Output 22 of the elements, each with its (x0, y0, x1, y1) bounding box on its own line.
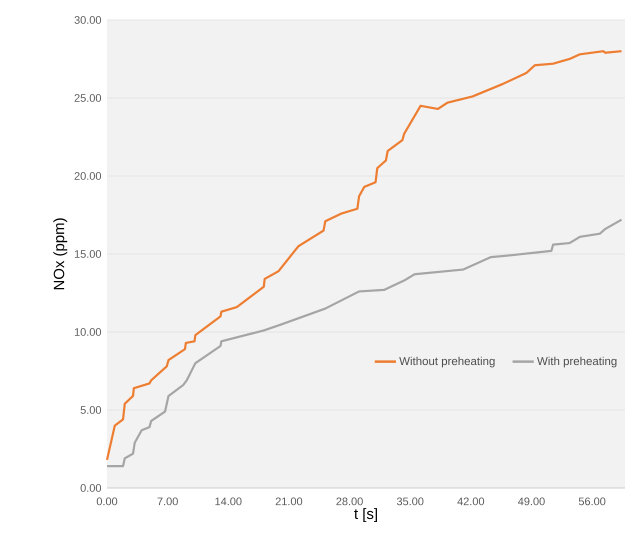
x-tick-label: 7.00 (158, 498, 178, 506)
x-tick-label: 49.00 (518, 498, 545, 506)
y-axis-title: NOx (ppm) (53, 218, 68, 290)
x-tick-label: 0.00 (96, 498, 118, 506)
y-tick-label: 30.00 (74, 16, 102, 24)
y-tick-label: 15.00 (74, 250, 102, 258)
x-tick-label: 42.00 (457, 498, 484, 506)
x-tick-label: 35.00 (396, 498, 424, 506)
x-axis-title: t [s] (354, 508, 377, 522)
x-tick-label: 28.00 (336, 498, 363, 506)
line-series (106, 218, 623, 468)
x-tick-label: 14.00 (215, 498, 242, 506)
x-tick-label: 56.00 (578, 498, 606, 506)
x-tick-label: 21.00 (276, 498, 302, 506)
legend-label: Without preheating (399, 356, 495, 368)
legend-label: With preheating (537, 356, 616, 368)
y-tick-label: 25.00 (74, 94, 102, 102)
y-tick-label: 0.00 (80, 484, 102, 492)
y-tick-label: 10.00 (74, 328, 102, 336)
y-tick-label: 5.00 (80, 406, 102, 414)
line-series (106, 50, 623, 461)
y-tick-label: 20.00 (74, 172, 102, 180)
